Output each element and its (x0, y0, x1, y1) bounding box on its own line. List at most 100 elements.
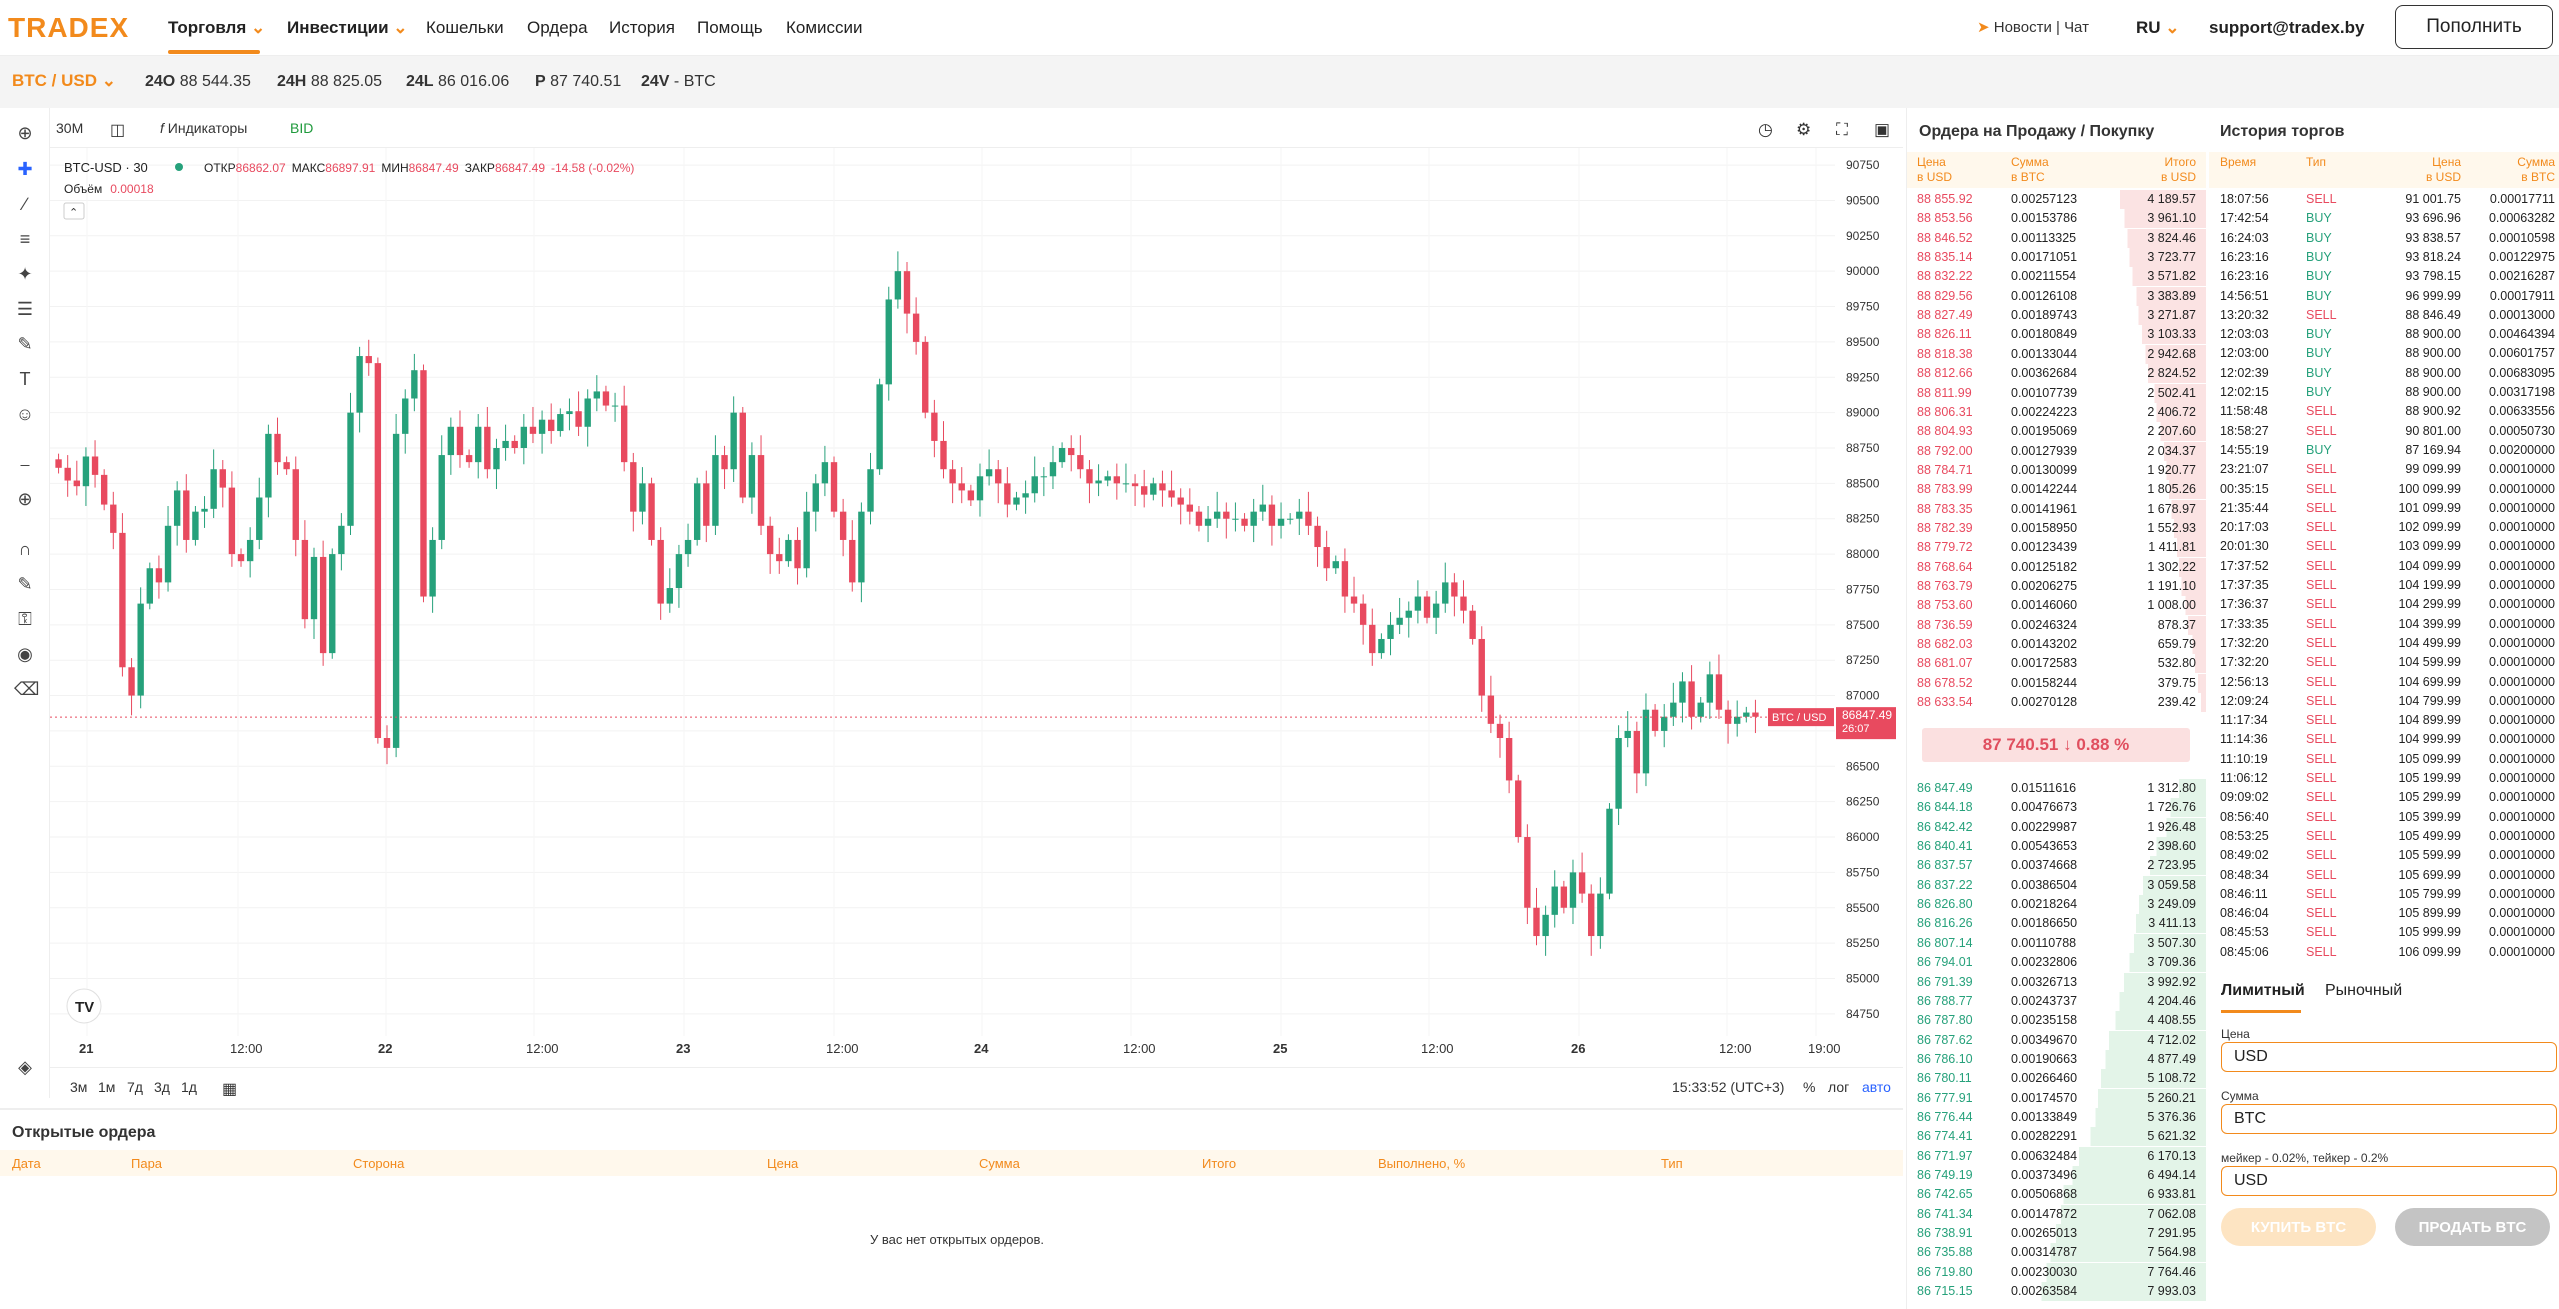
tab-market[interactable]: Рыночный (2325, 982, 2403, 999)
ask-row[interactable]: 88 753.60 0.00146060 1 008.00 (1907, 596, 2206, 616)
date-range-icon[interactable]: ▦ (222, 1081, 238, 1098)
nav-investments[interactable]: Инвестиции ⌄ (287, 18, 408, 37)
add-icon[interactable]: ⊕ (17, 123, 33, 143)
nav-orders[interactable]: Ордера (527, 18, 588, 37)
bid-row[interactable]: 86 816.26 0.00186650 3 411.13 (1907, 914, 2206, 934)
range-1m[interactable]: 1м (98, 1079, 116, 1095)
pair-selector[interactable]: BTC / USD ⌄ (12, 71, 116, 90)
nav-wallets[interactable]: Кошельки (426, 18, 504, 37)
nav-help[interactable]: Помощь (697, 18, 763, 37)
ask-row[interactable]: 88 835.14 0.00171051 3 723.77 (1907, 248, 2206, 268)
ask-row[interactable]: 88 832.22 0.00211554 3 571.82 (1907, 267, 2206, 287)
bid-row[interactable]: 86 794.01 0.00232806 3 709.36 (1907, 953, 2206, 973)
bid-row[interactable]: 86 840.41 0.00543653 2 398.60 (1907, 837, 2206, 857)
bid-row[interactable]: 86 741.34 0.00147872 7 062.08 (1907, 1204, 2206, 1224)
bid-row[interactable]: 86 780.11 0.00266460 5 108.72 (1907, 1069, 2206, 1089)
camera-icon[interactable]: ▣ (1874, 120, 1891, 139)
trash-icon[interactable]: ⌫ (14, 679, 40, 699)
bid-row[interactable]: 86 837.57 0.00374668 2 723.95 (1907, 856, 2206, 876)
settings-icon[interactable]: ⚙ (1796, 120, 1812, 139)
bid-row[interactable]: 86 776.44 0.00133849 5 376.36 (1907, 1107, 2206, 1127)
ask-row[interactable]: 88 811.99 0.00107739 2 502.41 (1907, 383, 2206, 403)
bid-row[interactable]: 86 787.80 0.00235158 4 408.55 (1907, 1011, 2206, 1031)
nav-history[interactable]: История (609, 18, 675, 37)
ask-row[interactable]: 88 763.79 0.00206275 1 191.10 (1907, 577, 2206, 596)
chat-link[interactable]: Чат (2064, 19, 2089, 36)
bid-row[interactable]: 86 771.97 0.00632484 6 170.13 (1907, 1146, 2206, 1166)
bid-row[interactable]: 86 844.18 0.00476673 1 726.76 (1907, 798, 2206, 818)
ask-row[interactable]: 88 826.11 0.00180849 3 103.33 (1907, 325, 2206, 345)
horizontal-lines-icon[interactable]: ≡ (19, 229, 31, 249)
crosshair-icon[interactable]: ✚ (17, 159, 33, 179)
nav-trading[interactable]: Торговля ⌄ (168, 18, 266, 37)
percent-toggle[interactable]: % (1803, 1079, 1816, 1095)
bid-row[interactable]: 86 738.91 0.00265013 7 291.95 (1907, 1224, 2206, 1244)
ask-row[interactable]: 88 783.35 0.00141961 1 678.97 (1907, 499, 2206, 519)
ask-row[interactable]: 88 806.31 0.00224223 2 406.72 (1907, 402, 2206, 422)
collapse-legend-button[interactable] (63, 202, 85, 220)
deposit-button[interactable]: Пополнить (2395, 5, 2553, 49)
tradingview-logo[interactable]: TV (66, 988, 102, 1024)
ask-row[interactable]: 88 846.52 0.00113325 3 824.46 (1907, 228, 2206, 248)
bid-row[interactable]: 86 847.49 0.01511616 1 312.80 (1907, 779, 2206, 798)
indicators-button[interactable]: f Индикаторы (160, 120, 248, 136)
bid-row[interactable]: 86 842.42 0.00229987 1 926.48 (1907, 817, 2206, 837)
bid-row[interactable]: 86 788.77 0.00243737 4 204.46 (1907, 991, 2206, 1011)
bid-row[interactable]: 86 742.65 0.00506868 6 933.81 (1907, 1185, 2206, 1205)
bid-toggle[interactable]: BID (290, 120, 314, 136)
lock-icon[interactable]: ⚿ (18, 609, 32, 629)
candle-type-icon[interactable]: ◫ (110, 122, 126, 139)
ask-row[interactable]: 88 818.38 0.00133044 2 942.68 (1907, 344, 2206, 364)
pattern-icon[interactable]: ✦ (17, 264, 33, 284)
eye-icon[interactable]: ◉ (17, 644, 33, 664)
bid-row[interactable]: 86 777.91 0.00174570 5 260.21 (1907, 1088, 2206, 1108)
ask-row[interactable]: 88 784.71 0.00130099 1 920.77 (1907, 460, 2206, 480)
nav-fees[interactable]: Комиссии (786, 18, 863, 37)
bid-row[interactable]: 86 786.10 0.00190663 4 877.49 (1907, 1049, 2206, 1069)
range-3m[interactable]: 3м (70, 1079, 88, 1095)
bid-row[interactable]: 86 749.19 0.00373496 6 494.14 (1907, 1166, 2206, 1185)
bid-row[interactable]: 86 826.80 0.00218264 3 249.09 (1907, 895, 2206, 915)
auto-toggle[interactable]: авто (1862, 1079, 1891, 1095)
ask-row[interactable]: 88 736.59 0.00246324 878.37 (1907, 615, 2206, 635)
buy-button[interactable]: КУПИТЬ BTC (2221, 1208, 2376, 1246)
bid-row[interactable]: 86 787.62 0.00349670 4 712.02 (1907, 1030, 2206, 1050)
ask-row[interactable]: 88 768.64 0.00125182 1 302.22 (1907, 557, 2206, 577)
total-input[interactable]: USD (2221, 1166, 2557, 1196)
bid-row[interactable]: 86 735.88 0.00314787 7 564.98 (1907, 1243, 2206, 1263)
ask-row[interactable]: 88 829.56 0.00126108 3 383.89 (1907, 286, 2206, 306)
ask-row[interactable]: 88 783.99 0.00142244 1 805.26 (1907, 480, 2206, 500)
log-toggle[interactable]: лог (1828, 1079, 1850, 1095)
emoji-icon[interactable]: ☺ (15, 404, 35, 424)
brush-icon[interactable]: ✎ (17, 334, 33, 354)
news-link[interactable]: Новости (1993, 19, 2052, 36)
bid-row[interactable]: 86 774.41 0.00282291 5 621.32 (1907, 1127, 2206, 1147)
ask-row[interactable]: 88 855.92 0.00257123 4 189.57 (1907, 190, 2206, 209)
ask-row[interactable]: 88 792.00 0.00127939 2 034.37 (1907, 441, 2206, 461)
ask-row[interactable]: 88 782.39 0.00158950 1 552.93 (1907, 518, 2206, 538)
alert-icon[interactable]: ◷ (1758, 120, 1773, 139)
fib-icon[interactable]: ☰ (16, 299, 34, 319)
ask-row[interactable]: 88 678.52 0.00158244 379.75 (1907, 673, 2206, 693)
account-email[interactable]: support@tradex.by (2209, 18, 2365, 37)
bid-row[interactable]: 86 837.22 0.00386504 3 059.58 (1907, 875, 2206, 895)
bid-row[interactable]: 86 807.14 0.00110788 3 507.30 (1907, 933, 2206, 953)
price-input[interactable]: USD (2221, 1042, 2557, 1072)
ask-row[interactable]: 88 827.49 0.00189743 3 271.87 (1907, 306, 2206, 326)
bid-row[interactable]: 86 715.15 0.00263584 7 993.03 (1907, 1282, 2206, 1302)
language-selector[interactable]: RU ⌄ (2136, 18, 2180, 37)
text-icon[interactable]: T (19, 369, 31, 389)
ruler-icon[interactable]: ⎯ (20, 454, 30, 474)
ask-row[interactable]: 88 682.03 0.00143202 659.79 (1907, 635, 2206, 655)
amount-input[interactable]: BTC (2221, 1104, 2557, 1134)
ask-row[interactable]: 88 804.93 0.00195069 2 207.60 (1907, 422, 2206, 442)
ask-row[interactable]: 88 681.07 0.00172583 532.80 (1907, 654, 2206, 674)
range-1d[interactable]: 1д (181, 1079, 197, 1095)
interval-selector[interactable]: 30M (56, 120, 84, 136)
ask-row[interactable]: 88 633.54 0.00270128 239.42 (1907, 693, 2206, 713)
range-7d[interactable]: 7д (127, 1079, 143, 1095)
sell-button[interactable]: ПРОДАТЬ BTC (2395, 1208, 2550, 1246)
bid-row[interactable]: 86 791.39 0.00326713 3 992.92 (1907, 972, 2206, 992)
ask-row[interactable]: 88 779.72 0.00123439 1 411.81 (1907, 538, 2206, 558)
ask-row[interactable]: 88 853.56 0.00153786 3 961.10 (1907, 209, 2206, 229)
